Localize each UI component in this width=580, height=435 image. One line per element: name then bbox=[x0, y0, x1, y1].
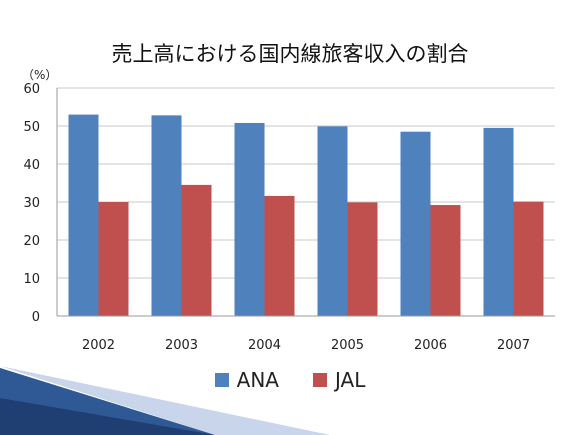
y-tick-label-60: 60 bbox=[23, 82, 40, 97]
bar-ana-2003 bbox=[151, 115, 182, 316]
legend-label-jal: JAL bbox=[334, 368, 366, 392]
bar-ana-2006 bbox=[400, 131, 431, 316]
y-tick-label-30: 30 bbox=[23, 196, 40, 211]
y-tick-label-40: 40 bbox=[23, 158, 40, 173]
x-tick-label-2006: 2006 bbox=[414, 338, 447, 353]
bar-jal-2003 bbox=[181, 184, 212, 316]
axes: 0 10 20 30 40 50 60（%） 2002 2003 2004 2005 2006 2007 bbox=[22, 68, 555, 353]
legend: ANA JAL bbox=[0, 368, 580, 392]
x-tick-label-2003: 2003 bbox=[165, 338, 198, 353]
bar-ana-2007 bbox=[483, 127, 514, 317]
legend-swatch-ana bbox=[214, 373, 229, 387]
x-tick-label-2007: 2007 bbox=[497, 338, 530, 353]
y-axis-label: （%） bbox=[22, 68, 57, 82]
x-tick-label-2004: 2004 bbox=[248, 338, 281, 353]
legend-item-ana: ANA bbox=[214, 368, 279, 392]
bar-jal-2005 bbox=[347, 202, 378, 316]
bar-ana-2002 bbox=[68, 114, 99, 316]
legend-label-ana: ANA bbox=[236, 368, 279, 392]
legend-swatch-jal bbox=[312, 373, 327, 387]
y-tick-label-0: 0 bbox=[32, 310, 40, 325]
y-tick-label-20: 20 bbox=[23, 234, 40, 249]
y-tick-label-10: 10 bbox=[23, 272, 40, 287]
bar-ana-2004 bbox=[234, 122, 265, 317]
bar-jal-2006 bbox=[430, 205, 461, 316]
x-tick-label-2002: 2002 bbox=[82, 338, 115, 353]
y-tick-label-50: 50 bbox=[23, 120, 40, 135]
bar-jal-2007 bbox=[513, 201, 544, 316]
bar-jal-2002 bbox=[98, 202, 129, 316]
gridlines bbox=[57, 87, 555, 279]
x-tick-label-2005: 2005 bbox=[331, 338, 364, 353]
chart-title: 売上高における国内線旅客収入の割合 bbox=[111, 42, 469, 66]
legend-item-jal: JAL bbox=[312, 368, 366, 392]
bar-ana-2005 bbox=[317, 126, 348, 316]
bars bbox=[68, 114, 544, 317]
bar-jal-2004 bbox=[264, 195, 295, 316]
